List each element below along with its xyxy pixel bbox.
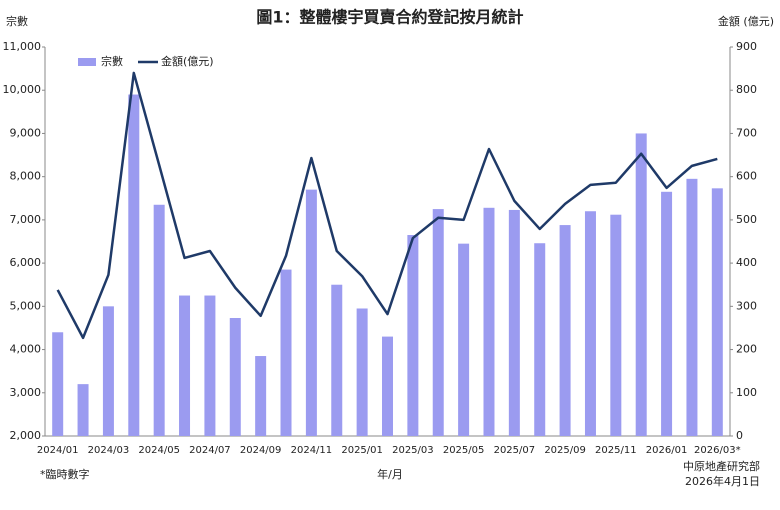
bar xyxy=(635,133,647,436)
legend-label: 金額(億元) xyxy=(161,54,214,68)
y2-tick-label: 500 xyxy=(736,213,757,226)
x-tick-label: 2024/11 xyxy=(291,445,333,456)
x-tick-label: 2026/03* xyxy=(694,445,741,456)
bar xyxy=(305,189,317,436)
legend-swatch xyxy=(78,58,96,66)
y-tick-label: 4,000 xyxy=(10,343,42,356)
bar xyxy=(711,188,723,436)
bar xyxy=(686,178,698,437)
y-tick-label: 2,000 xyxy=(10,429,42,442)
bar xyxy=(483,207,495,436)
bar xyxy=(508,209,520,436)
bar xyxy=(382,336,393,436)
y2-tick-label: 0 xyxy=(736,429,743,442)
x-tick-label: 2025/11 xyxy=(595,445,637,456)
bar xyxy=(77,384,89,436)
y2-tick-label: 600 xyxy=(736,170,757,183)
y2-tick-label: 900 xyxy=(736,40,757,53)
x-tick-label: 2024/01 xyxy=(37,445,79,456)
footnote: *臨時數字 xyxy=(40,467,90,481)
y-tick-label: 7,000 xyxy=(10,213,42,226)
y-tick-label: 10,000 xyxy=(3,83,42,96)
x-tick-label: 2025/05 xyxy=(443,445,485,456)
x-tick-label: 2025/09 xyxy=(544,445,586,456)
y2-axis-title: 金額 (億元) xyxy=(718,14,774,28)
chart-title: 圖1：整體樓宇買賣合約登記按月統計 xyxy=(256,8,523,27)
bar xyxy=(610,214,622,436)
x-tick-label: 2025/01 xyxy=(341,445,383,456)
y2-tick-label: 800 xyxy=(736,83,757,96)
bar xyxy=(102,306,114,436)
bar xyxy=(661,191,673,436)
x-tick-label: 2024/03 xyxy=(88,445,130,456)
bar xyxy=(280,269,292,436)
y-axis-title: 宗數 xyxy=(6,14,28,28)
bar xyxy=(458,243,470,436)
y2-tick-label: 200 xyxy=(736,343,757,356)
bar xyxy=(128,94,140,437)
bar xyxy=(407,235,419,436)
y-tick-label: 11,000 xyxy=(3,40,42,53)
x-tick-label: 2024/05 xyxy=(138,445,180,456)
y2-tick-label: 300 xyxy=(736,299,757,312)
y2-tick-label: 400 xyxy=(736,256,757,269)
bar xyxy=(179,295,191,436)
bar xyxy=(153,204,165,436)
line xyxy=(56,71,718,340)
y-tick-label: 9,000 xyxy=(10,126,42,139)
x-tick-label: 2025/07 xyxy=(494,445,536,456)
bar xyxy=(559,225,571,436)
bar xyxy=(331,284,343,436)
y-tick-label: 6,000 xyxy=(10,256,42,269)
date: 2026年4月1日 xyxy=(685,474,760,488)
x-tick-label: 2025/03 xyxy=(392,445,434,456)
bar xyxy=(584,211,596,436)
y2-tick-label: 700 xyxy=(736,126,757,139)
bar xyxy=(52,332,64,436)
bar xyxy=(229,318,241,436)
y2-tick-label: 100 xyxy=(736,386,757,399)
x-tick-label: 2024/07 xyxy=(189,445,231,456)
y-tick-label: 8,000 xyxy=(10,170,42,183)
y-tick-label: 3,000 xyxy=(10,386,42,399)
bar xyxy=(204,295,216,436)
y-tick-label: 5,000 xyxy=(10,299,42,312)
bar xyxy=(432,209,444,436)
legend-label: 宗數 xyxy=(101,54,123,68)
x-tick-label: 2026/01 xyxy=(646,445,688,456)
bar xyxy=(534,243,546,436)
bar xyxy=(356,308,368,436)
bar xyxy=(255,356,267,436)
x-tick-label: 2024/09 xyxy=(240,445,282,456)
source: 中原地產研究部 xyxy=(683,459,760,473)
x-axis-title: 年/月 xyxy=(377,467,403,481)
